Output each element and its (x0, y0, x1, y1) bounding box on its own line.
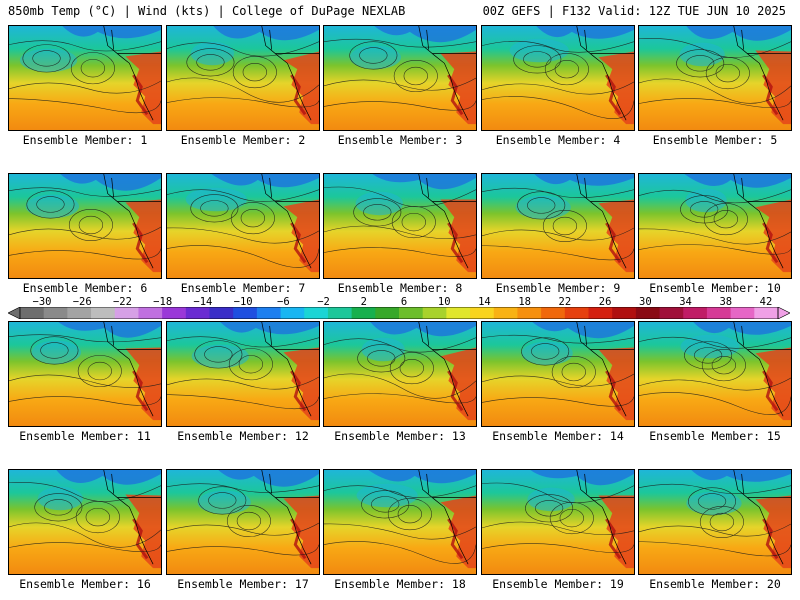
colorbar-swatch (67, 307, 92, 319)
ensemble-member-map (323, 25, 477, 131)
colorbar-tick-label: −10 (233, 296, 253, 308)
colorbar-min-arrow (8, 307, 21, 319)
colorbar-swatch (280, 307, 305, 319)
colorbar-tick-label: 2 (360, 296, 367, 308)
ensemble-member-label: Ensemble Member: 8 (337, 281, 463, 295)
colorbar-swatch (304, 307, 329, 319)
colorbar-tick-label: −22 (112, 296, 132, 308)
colorbar-swatch (91, 307, 116, 319)
ensemble-member-map (481, 469, 635, 575)
colorbar-tick-label: 34 (679, 296, 692, 308)
colorbar-tick-label: 38 (719, 296, 733, 308)
colorbar-tick-label: 26 (598, 296, 612, 308)
ensemble-member-label: Ensemble Member: 3 (337, 133, 463, 147)
ensemble-member-map (638, 321, 792, 427)
colorbar-border (19, 307, 779, 319)
ensemble-member-label: Ensemble Member: 9 (495, 281, 621, 295)
colorbar-swatch (209, 307, 234, 319)
colorbar-tick-label: −2 (317, 296, 330, 308)
ensemble-member-map (166, 25, 320, 131)
colorbar-swatch (635, 307, 661, 319)
colorbar-max-arrow (777, 307, 790, 319)
colorbar-swatch (470, 307, 495, 319)
ensemble-member-label: Ensemble Member: 2 (180, 133, 306, 147)
ensemble-member-map (8, 469, 162, 575)
ensemble-member-map (166, 469, 320, 575)
colorbar-swatch (541, 307, 566, 319)
colorbar-swatch (659, 307, 684, 319)
ensemble-member-label: Ensemble Member: 6 (22, 281, 148, 295)
colorbar-tick-label: −26 (72, 296, 92, 308)
colorbar-swatch (399, 307, 424, 319)
colorbar-tick-label: −18 (153, 296, 173, 308)
colorbar-swatch (162, 307, 187, 319)
ensemble-member-map (8, 321, 162, 427)
colorbar-tick-label: 10 (437, 296, 451, 308)
ensemble-member-label: Ensemble Member: 5 (652, 133, 778, 147)
ensemble-member-label: Ensemble Member: 15 (649, 429, 781, 443)
colorbar-tick-label: −14 (193, 296, 213, 308)
ensemble-member-label: Ensemble Member: 7 (180, 281, 306, 295)
colorbar-tick-label: 42 (759, 296, 773, 308)
colorbar-swatch (564, 307, 589, 319)
colorbar-swatch (730, 307, 755, 319)
ensemble-member-label: Ensemble Member: 11 (19, 429, 151, 443)
ensemble-member-label: Ensemble Member: 19 (492, 577, 624, 591)
colorbar-swatch (493, 307, 518, 319)
ensemble-member-label: Ensemble Member: 16 (19, 577, 151, 591)
ensemble-member-map (323, 321, 477, 427)
ensemble-member-map (166, 173, 320, 279)
colorbar-swatch (446, 307, 471, 319)
colorbar-swatch (20, 307, 45, 319)
ensemble-member-map (323, 469, 477, 575)
ensemble-member-label: Ensemble Member: 14 (492, 429, 624, 443)
ensemble-member-label: Ensemble Member: 13 (334, 429, 466, 443)
colorbar-tick-label: 14 (478, 296, 491, 308)
colorbar-swatch (43, 307, 68, 319)
ensemble-member-label: Ensemble Member: 1 (22, 133, 148, 147)
ensemble-member-map (323, 173, 477, 279)
colorbar-swatch (185, 307, 210, 319)
ensemble-member-map (638, 173, 792, 279)
colorbar-swatch (351, 307, 376, 319)
colorbar-swatch (327, 307, 353, 319)
ensemble-member-map (481, 25, 635, 131)
colorbar-swatch (517, 307, 542, 319)
ensemble-member-map (8, 25, 162, 131)
ensemble-member-map (8, 173, 162, 279)
ensemble-member-label: Ensemble Member: 17 (177, 577, 309, 591)
colorbar-swatch (422, 307, 447, 319)
ensemble-member-map (166, 321, 320, 427)
colorbar-tick-label: −6 (277, 296, 290, 308)
colorbar-tick-label: 18 (518, 296, 531, 308)
colorbar-tick-label: 30 (639, 296, 652, 308)
colorbar-tick-label: 6 (400, 296, 408, 308)
colorbar-swatch (706, 307, 732, 319)
ensemble-member-map (481, 321, 635, 427)
ensemble-member-map (638, 25, 792, 131)
colorbar-swatch (375, 307, 400, 319)
ensemble-member-label: Ensemble Member: 20 (649, 577, 781, 591)
ensemble-member-label: Ensemble Member: 18 (334, 577, 466, 591)
colorbar-swatch (612, 307, 637, 319)
colorbar-swatch (683, 307, 708, 319)
colorbar-tick-label: 22 (558, 296, 572, 308)
colorbar-swatch (138, 307, 163, 319)
colorbar-swatch (114, 307, 139, 319)
colorbar-swatch (233, 307, 258, 319)
ensemble-member-map (638, 469, 792, 575)
ensemble-member-label: Ensemble Member: 4 (495, 133, 621, 147)
colorbar-tick-label: −30 (32, 296, 52, 308)
temperature-colorbar (8, 307, 790, 319)
colorbar-swatch (256, 307, 282, 319)
ensemble-member-map (481, 173, 635, 279)
colorbar-swatch (754, 307, 779, 319)
map-title: 850mb Temp (°C) | Wind (kts) | College o… (8, 4, 406, 18)
ensemble-member-label: Ensemble Member: 10 (649, 281, 781, 295)
colorbar-swatch (588, 307, 613, 319)
run-valid-time: 00Z GEFS | F132 Valid: 12Z TUE JUN 10 20… (482, 4, 786, 18)
ensemble-member-label: Ensemble Member: 12 (177, 429, 309, 443)
